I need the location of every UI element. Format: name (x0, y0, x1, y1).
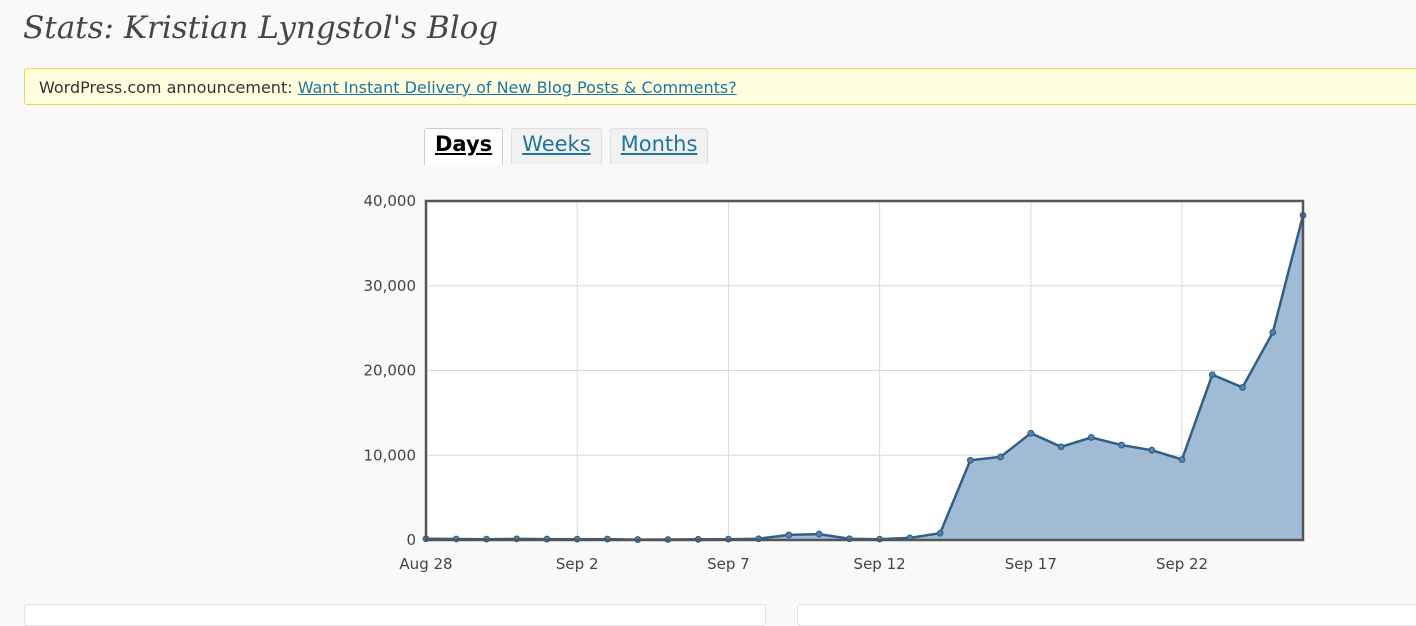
data-point (815, 530, 823, 538)
plot-frame (424, 199, 1305, 542)
y-tick-label: 20,000 (364, 362, 417, 380)
x-tick-label: Sep 2 (556, 555, 599, 573)
y-tick-label: 10,000 (364, 446, 417, 464)
period-tabs: Days Weeks Months (424, 128, 709, 165)
data-point (936, 529, 944, 537)
data-point (785, 531, 793, 539)
views-chart: 0 10,000 20,000 30,000 40,000 Aug 28 Sep 2 Sep … (364, 192, 1307, 573)
x-tick-label: Aug 28 (399, 555, 452, 573)
data-point (1208, 371, 1216, 379)
announcement-link[interactable]: Want Instant Delivery of New Blog Posts … (297, 78, 737, 97)
data-point (1269, 328, 1277, 336)
y-tick-label: 30,000 (364, 277, 417, 295)
bottom-panel-right (797, 604, 1416, 626)
announcement-bar: WordPress.com announcement: Want Instant… (24, 68, 1416, 105)
data-point (997, 453, 1004, 461)
data-point (1148, 446, 1156, 454)
x-tick-label: Sep 7 (707, 555, 750, 573)
tab-days[interactable]: Days (424, 128, 504, 165)
x-tick-label: Sep 17 (1005, 555, 1057, 573)
tab-months[interactable]: Months (609, 128, 709, 164)
x-tick-label: Sep 22 (1156, 555, 1208, 573)
y-tick-label: 0 (406, 531, 416, 549)
announcement-prefix: WordPress.com announcement: (39, 78, 293, 97)
tab-weeks[interactable]: Weeks (511, 128, 602, 164)
data-point (1087, 434, 1095, 441)
bottom-panel-left (24, 604, 766, 626)
x-tick-label: Sep 12 (854, 555, 906, 573)
y-tick-label: 40,000 (364, 192, 417, 210)
data-point (1239, 384, 1246, 391)
data-point (1057, 443, 1065, 451)
data-point (1118, 441, 1125, 449)
data-point (1178, 456, 1186, 463)
series-area (426, 215, 1303, 540)
data-point (1027, 429, 1035, 437)
data-point (966, 456, 974, 464)
page-title: Stats: Kristian Lyngstol's Blog (23, 10, 499, 46)
